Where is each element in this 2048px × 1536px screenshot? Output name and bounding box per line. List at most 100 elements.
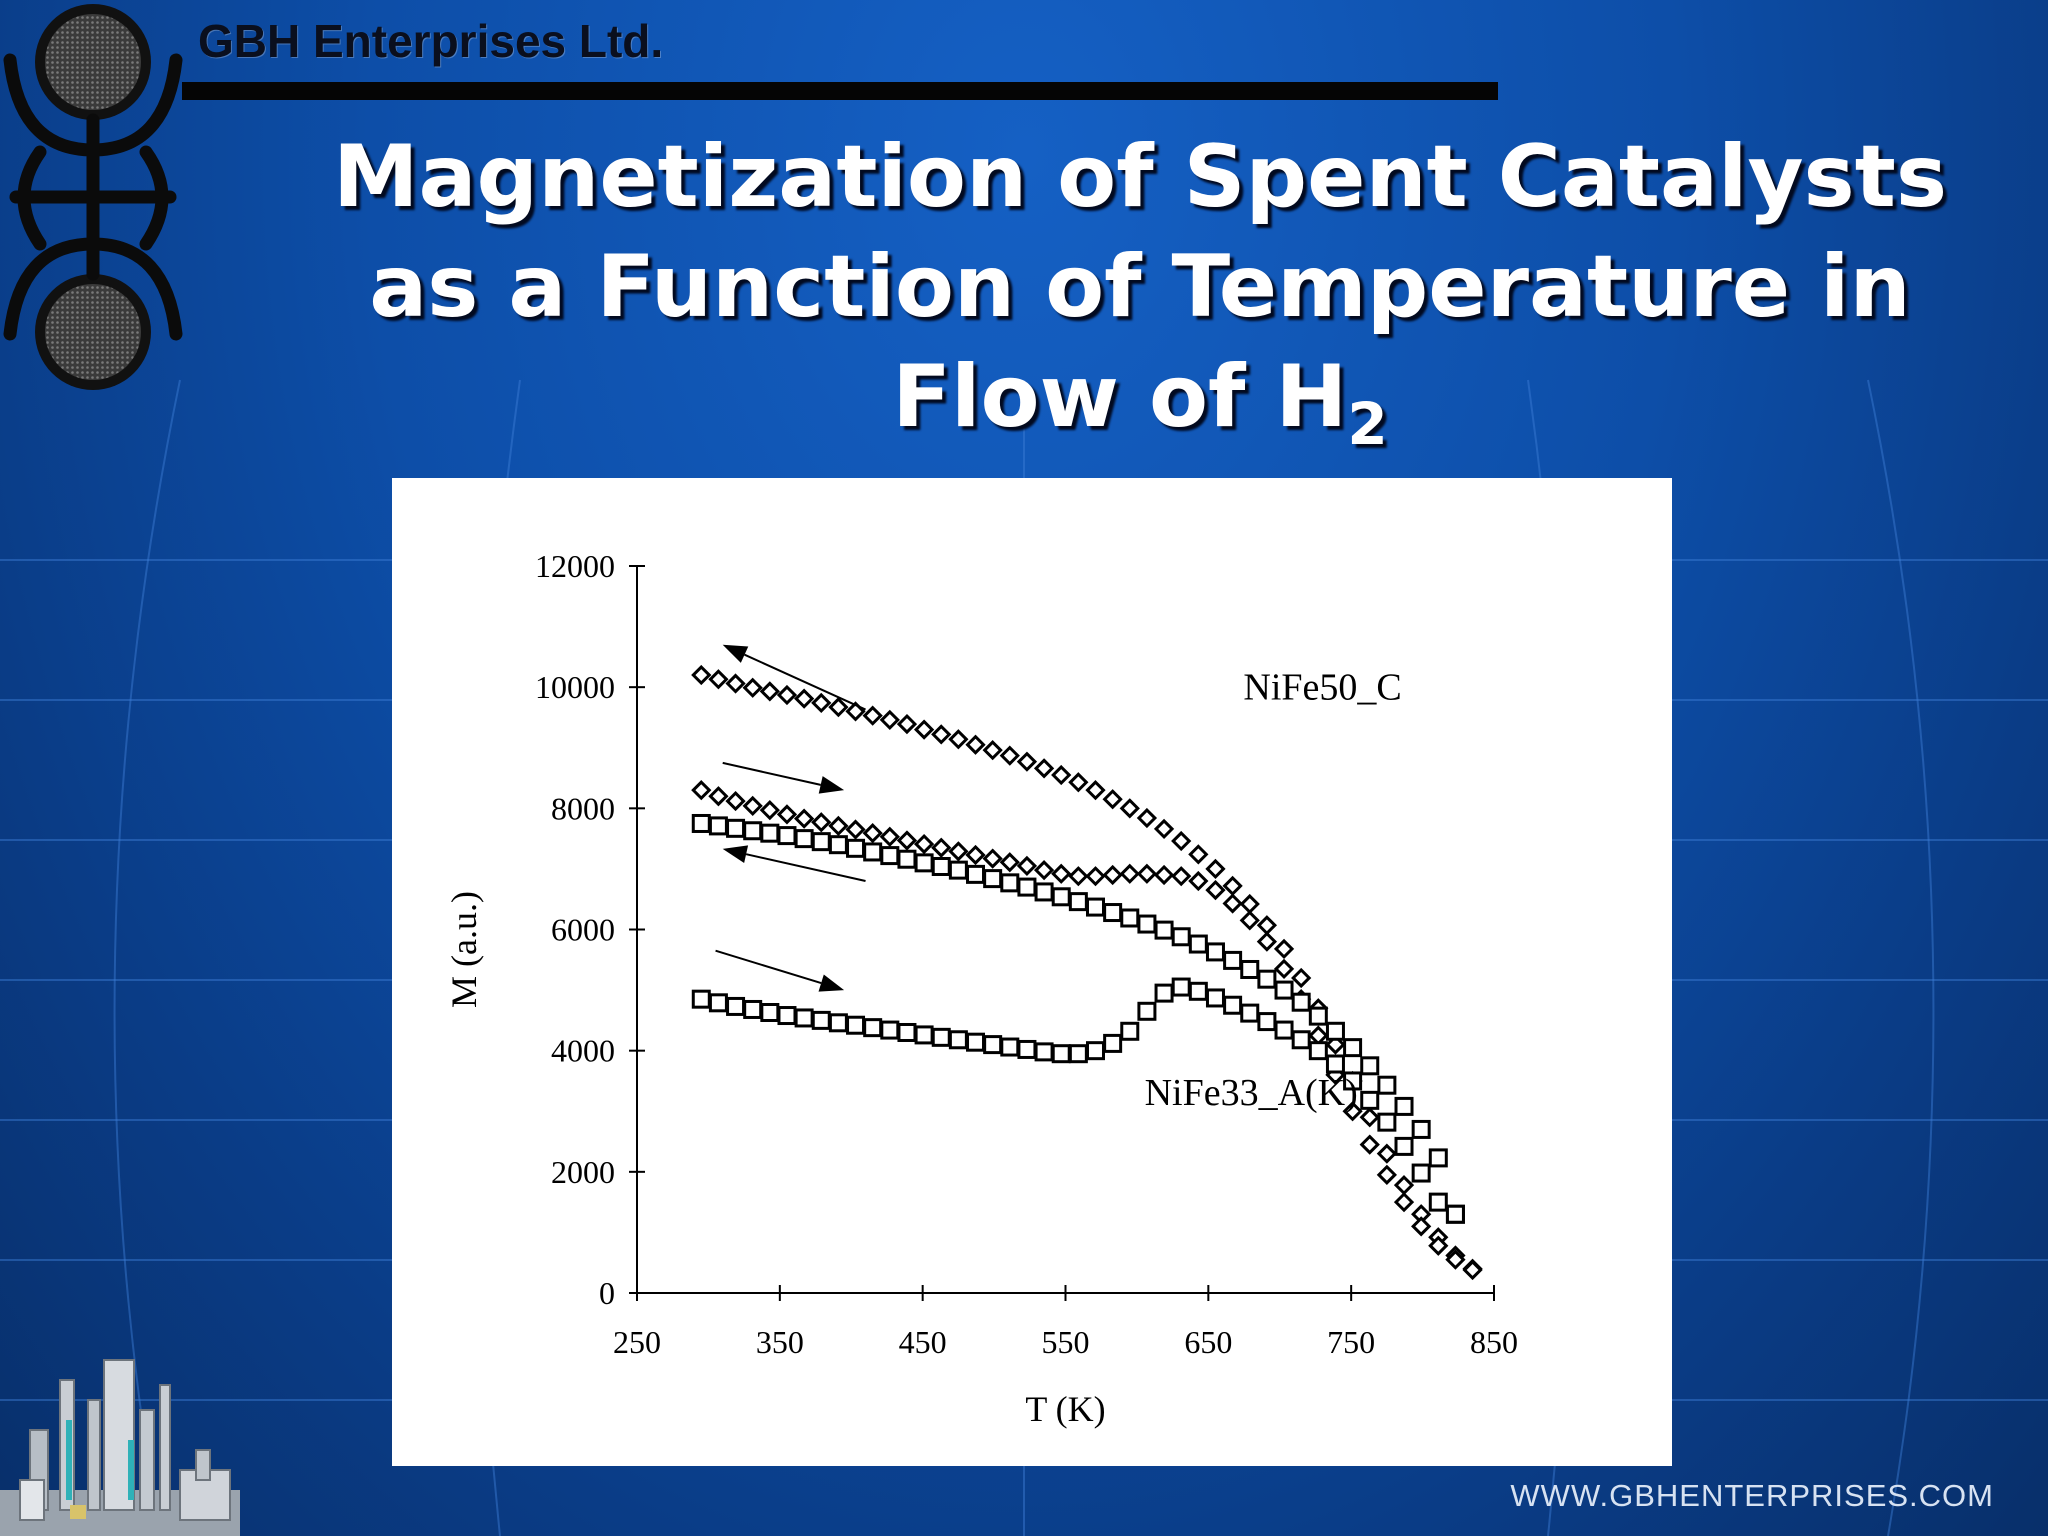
data-point — [913, 833, 935, 855]
data-point — [759, 681, 780, 702]
data-point — [896, 714, 918, 735]
y-tick-label: 4000 — [551, 1033, 615, 1069]
data-point — [1188, 870, 1209, 892]
data-point — [793, 808, 815, 829]
data-point — [1256, 915, 1278, 936]
data-point — [1119, 798, 1140, 819]
y-tick-label: 2000 — [551, 1154, 615, 1190]
data-point — [1000, 873, 1020, 893]
data-point — [1411, 1163, 1431, 1183]
data-point — [1291, 967, 1312, 989]
data-point — [691, 780, 712, 801]
data-point — [1445, 1249, 1466, 1270]
data-point — [1205, 879, 1226, 901]
series-annotation: NiFe33_A(K) — [1145, 1072, 1358, 1114]
data-point — [1068, 1044, 1088, 1064]
data-point — [1051, 764, 1072, 786]
data-point — [759, 800, 780, 821]
data-point — [931, 856, 951, 876]
data-point — [846, 838, 866, 858]
data-point — [965, 734, 986, 755]
data-point — [931, 724, 952, 745]
y-tick-label: 0 — [599, 1275, 615, 1311]
data-point — [1393, 1192, 1415, 1213]
data-point — [1462, 1259, 1483, 1281]
data-point — [742, 795, 763, 817]
direction-arrow-head — [722, 644, 749, 663]
data-point — [1000, 1037, 1020, 1057]
data-point — [1033, 860, 1055, 881]
data-point — [1359, 1107, 1380, 1128]
title-line-2: as a Function of Temperature in — [369, 237, 1911, 337]
data-point — [811, 1010, 831, 1030]
data-point — [1325, 1021, 1345, 1041]
data-point — [983, 1035, 1003, 1055]
data-point — [1377, 1075, 1397, 1095]
company-name: GBH Enterprises Ltd. — [198, 15, 664, 67]
data-point — [1119, 863, 1140, 884]
data-point — [777, 1006, 797, 1026]
data-point — [1205, 988, 1225, 1008]
data-point — [1308, 1025, 1329, 1046]
data-point — [966, 1032, 986, 1052]
data-point — [1428, 1192, 1448, 1212]
data-point — [1034, 882, 1054, 902]
data-point — [760, 1002, 780, 1022]
data-point — [1411, 1119, 1431, 1139]
data-point — [1308, 1006, 1328, 1026]
data-point — [1136, 807, 1158, 829]
data-point — [1222, 875, 1243, 897]
data-point — [777, 826, 797, 846]
data-point — [811, 812, 832, 833]
data-point — [1273, 958, 1295, 980]
data-point — [691, 813, 711, 833]
data-point — [1017, 877, 1037, 897]
data-point — [965, 844, 986, 866]
data-point — [1257, 1012, 1277, 1032]
data-point — [1068, 892, 1088, 912]
data-point — [1034, 1042, 1054, 1062]
data-point — [845, 819, 866, 840]
data-point — [880, 1020, 900, 1040]
x-tick-label: 650 — [1184, 1324, 1232, 1360]
data-point — [1376, 1143, 1397, 1164]
series-2 — [691, 780, 1483, 1281]
data-point — [879, 709, 900, 731]
data-point — [1240, 1003, 1260, 1023]
data-point — [1377, 1112, 1397, 1132]
data-point — [725, 673, 746, 694]
data-point — [794, 1008, 814, 1028]
direction-arrow-shaft — [745, 853, 866, 883]
data-point — [1256, 931, 1278, 952]
direction-arrow-head — [722, 845, 749, 863]
data-point — [948, 841, 969, 862]
data-point — [708, 816, 728, 836]
data-point — [1393, 1175, 1415, 1196]
data-point — [1188, 981, 1208, 1001]
plant-illustration — [0, 1359, 240, 1536]
y-axis-title: M (a.u.) — [444, 891, 484, 1008]
x-axis-title: T (K) — [1025, 1389, 1105, 1429]
data-point — [1103, 903, 1123, 923]
data-point — [1017, 1039, 1037, 1059]
data-point — [1102, 789, 1123, 810]
data-point — [1428, 1148, 1448, 1168]
direction-arrow-shaft — [744, 653, 866, 711]
data-point — [1153, 864, 1175, 886]
data-point — [897, 1022, 917, 1042]
data-point — [999, 852, 1020, 873]
data-point — [708, 669, 729, 690]
data-point — [1068, 866, 1089, 887]
data-point — [1033, 758, 1055, 779]
data-point — [982, 740, 1003, 761]
data-point — [828, 697, 849, 718]
data-point — [1188, 844, 1209, 865]
data-point — [1016, 751, 1038, 772]
direction-arrow-shaft — [715, 949, 822, 985]
series-4 — [691, 977, 1465, 1224]
data-point — [1205, 942, 1225, 962]
data-point — [914, 853, 934, 873]
website-url: WWW.GBHENTERPRISES.COM — [1510, 1478, 1994, 1513]
data-point — [811, 832, 831, 852]
direction-arrow-head — [818, 776, 845, 794]
